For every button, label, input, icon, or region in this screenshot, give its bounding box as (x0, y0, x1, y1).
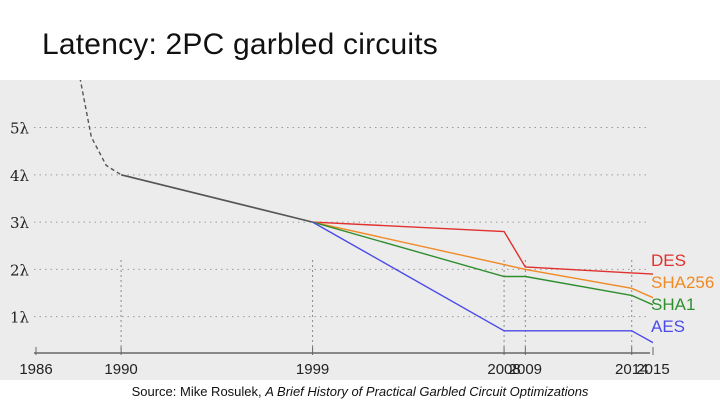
source-prefix: Source: Mike Rosulek, (131, 384, 266, 399)
series-labels: DES SHA256 SHA1 AES (651, 251, 714, 336)
chart-grid (34, 127, 650, 347)
y-tick-labels: 1λ 2λ 3λ 4λ 5λ (10, 120, 30, 327)
x-tick-label: 2008 (487, 361, 520, 378)
series-label-sha1: SHA1 (651, 295, 695, 314)
series-label-aes: AES (651, 317, 685, 336)
y-tick-label: 1λ (10, 309, 30, 327)
x-tick-label: 2014 (615, 361, 648, 378)
series-label-des: DES (651, 251, 686, 270)
series-line-sha1 (312, 221, 654, 306)
y-tick-label: 5λ (10, 120, 30, 138)
common-trend-line (120, 174, 313, 223)
y-tick-label: 4λ (10, 167, 30, 185)
series-label-sha256: SHA256 (651, 273, 714, 292)
series-line-aes (312, 221, 654, 344)
source-citation: Source: Mike Rosulek, A Brief History of… (0, 384, 720, 399)
x-tick-label: 1986 (19, 361, 52, 378)
source-work: A Brief History of Practical Garbled Cir… (265, 384, 589, 399)
x-tick-label: 2015 (636, 361, 669, 378)
x-tick-label: 2009 (509, 361, 542, 378)
y-tick-label: 3λ (10, 214, 30, 232)
series-line-sha256 (312, 221, 654, 299)
x-axis (34, 347, 654, 355)
y-tick-label: 2λ (10, 261, 30, 279)
series-lines (79, 80, 654, 344)
slide-title: Latency: 2PC garbled circuits (42, 28, 438, 61)
x-tick-label: 1990 (104, 361, 137, 378)
series-line-des (312, 221, 654, 275)
early-era-dashed-line (79, 80, 122, 176)
x-tick-label: 1999 (296, 361, 329, 378)
chart-background (0, 80, 720, 380)
